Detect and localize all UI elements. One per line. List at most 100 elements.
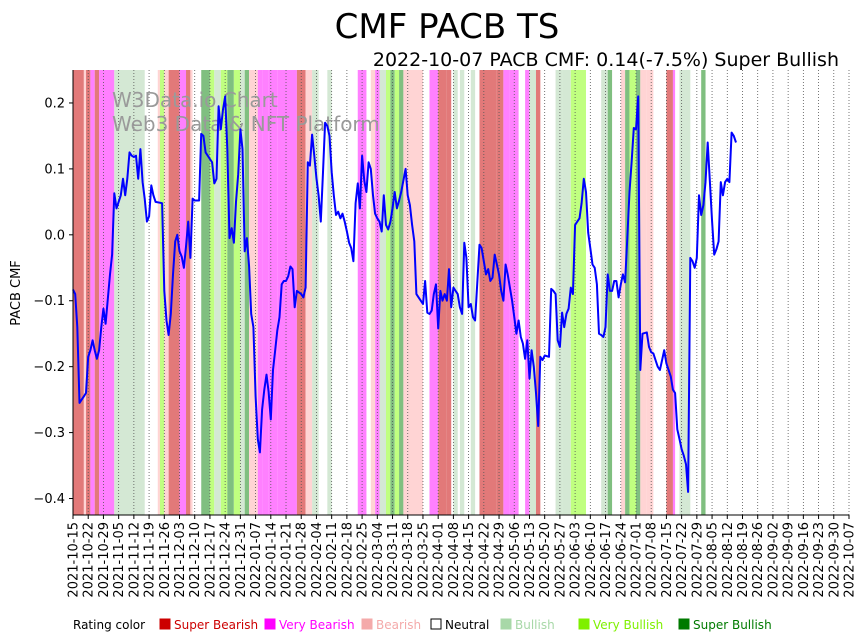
x-tick-label: 2022-01-21	[280, 522, 295, 598]
rating-band	[257, 70, 263, 515]
x-tick-label: 2022-07-15	[660, 522, 675, 598]
x-tick-label: 2022-08-19	[736, 522, 751, 598]
rating-band	[73, 70, 84, 515]
rating-band	[312, 70, 319, 515]
legend: Rating color Super Bearish Very Bearish Bea…	[73, 618, 772, 632]
rating-band	[286, 70, 297, 515]
rating-band	[83, 70, 87, 515]
series-layer	[72, 95, 737, 493]
x-tick-label: 2022-06-17	[599, 522, 614, 598]
rating-band	[620, 70, 626, 515]
rating-band	[535, 70, 541, 515]
x-tick-label: 2022-09-23	[812, 522, 827, 598]
x-tick-label: 2022-07-01	[629, 522, 644, 598]
x-tick-label: 2022-03-25	[416, 522, 431, 598]
x-tick-label: 2022-05-20	[538, 522, 553, 598]
rating-band	[399, 70, 404, 515]
legend-swatch	[264, 618, 276, 630]
legend-swatch	[500, 618, 512, 630]
x-tick-label: 2022-02-04	[310, 522, 325, 598]
rating-band	[268, 70, 278, 515]
legend-label: Super Bullish	[693, 618, 772, 632]
x-tick-label: 2021-10-22	[82, 522, 97, 598]
rating-band	[679, 70, 686, 515]
rating-band	[240, 70, 245, 515]
rating-band	[190, 70, 193, 515]
rating-band	[114, 70, 145, 515]
x-tick-label: 2022-01-28	[295, 522, 310, 598]
y-tick-label: 0.0	[44, 228, 65, 243]
rating-band	[168, 70, 180, 515]
legend-label: Super Bearish	[174, 618, 258, 632]
y-tick-label: −0.1	[33, 294, 65, 309]
x-tick-label: 2021-10-29	[97, 522, 112, 598]
rating-band	[607, 70, 613, 515]
rating-band	[179, 70, 187, 515]
rating-band	[646, 70, 654, 515]
x-tick-label: 2022-02-18	[340, 522, 355, 598]
x-tick-label: 2022-03-11	[386, 522, 401, 598]
rating-band	[99, 70, 115, 515]
rating-bands	[73, 70, 706, 515]
rating-band	[244, 70, 250, 515]
x-tick-label: 2022-01-14	[264, 522, 279, 598]
x-tick-label: 2022-06-10	[584, 522, 599, 598]
y-tick-label: 0.1	[44, 162, 65, 177]
legend-title: Rating color	[73, 618, 145, 632]
legend-swatch	[361, 618, 373, 630]
x-tick-label: 2021-10-15	[67, 522, 82, 598]
rating-band	[201, 70, 210, 515]
rating-band	[403, 70, 408, 515]
rating-band	[159, 70, 165, 515]
x-tick-label: 2022-08-12	[721, 522, 736, 598]
x-tick-label: 2022-03-04	[371, 522, 386, 598]
x-tick-label: 2021-12-10	[188, 522, 203, 598]
rating-band	[379, 70, 387, 515]
x-tick-label: 2022-07-29	[690, 522, 705, 598]
x-tick-label: 2021-12-31	[234, 522, 249, 598]
x-tick-label: 2022-04-01	[432, 522, 447, 598]
rating-band	[394, 70, 400, 515]
y-tick-label: −0.2	[33, 360, 65, 375]
x-tick-label: 2022-07-08	[645, 522, 660, 598]
x-tick-label: 2022-06-03	[569, 522, 584, 598]
x-tick-label: 2021-12-03	[173, 522, 188, 598]
rating-band	[640, 70, 647, 515]
rating-band	[220, 70, 228, 515]
x-tick-label: 2022-09-09	[782, 522, 797, 598]
rating-band	[685, 70, 691, 515]
rating-band	[94, 70, 100, 515]
x-tick-label: 2022-02-25	[356, 522, 371, 598]
rating-band	[672, 70, 676, 515]
watermark-line-2: Web3 Data & NFT Platform	[112, 112, 380, 136]
legend-swatch	[678, 618, 690, 630]
x-tick-label: 2022-04-08	[447, 522, 462, 598]
legend-label: Very Bearish	[279, 618, 355, 632]
y-tick-label: 0.2	[44, 96, 65, 111]
x-tick-label: 2022-10-07	[843, 522, 858, 598]
x-tick-label: 2022-05-13	[523, 522, 538, 598]
x-tick-label: 2022-08-05	[706, 522, 721, 598]
cmf-line	[72, 95, 737, 493]
rating-band	[233, 70, 241, 515]
rating-band	[262, 70, 269, 515]
rating-band	[562, 70, 571, 515]
rating-band	[327, 70, 332, 515]
x-tick-label: 2021-12-17	[203, 522, 218, 598]
rating-band	[370, 70, 376, 515]
x-tick-label: 2021-11-19	[143, 522, 158, 598]
rating-band	[305, 70, 313, 515]
watermark: W3Data.io Chart Web3 Data & NFT Platform	[112, 88, 380, 136]
legend-label: Bullish	[515, 618, 555, 632]
x-tick-label: 2022-07-22	[675, 522, 690, 598]
rating-band	[525, 70, 530, 515]
rating-band	[249, 70, 258, 515]
rating-band	[570, 70, 586, 515]
rating-band	[386, 70, 391, 515]
y-tick-label: −0.4	[33, 492, 65, 507]
x-tick-label: 2021-11-05	[112, 522, 127, 598]
legend-swatch	[159, 618, 171, 630]
rating-band	[529, 70, 536, 515]
legend-swatch	[578, 618, 590, 630]
chart-subtitle: 2022-10-07 PACB CMF: 0.14(-7.5%) Super B…	[373, 49, 839, 71]
